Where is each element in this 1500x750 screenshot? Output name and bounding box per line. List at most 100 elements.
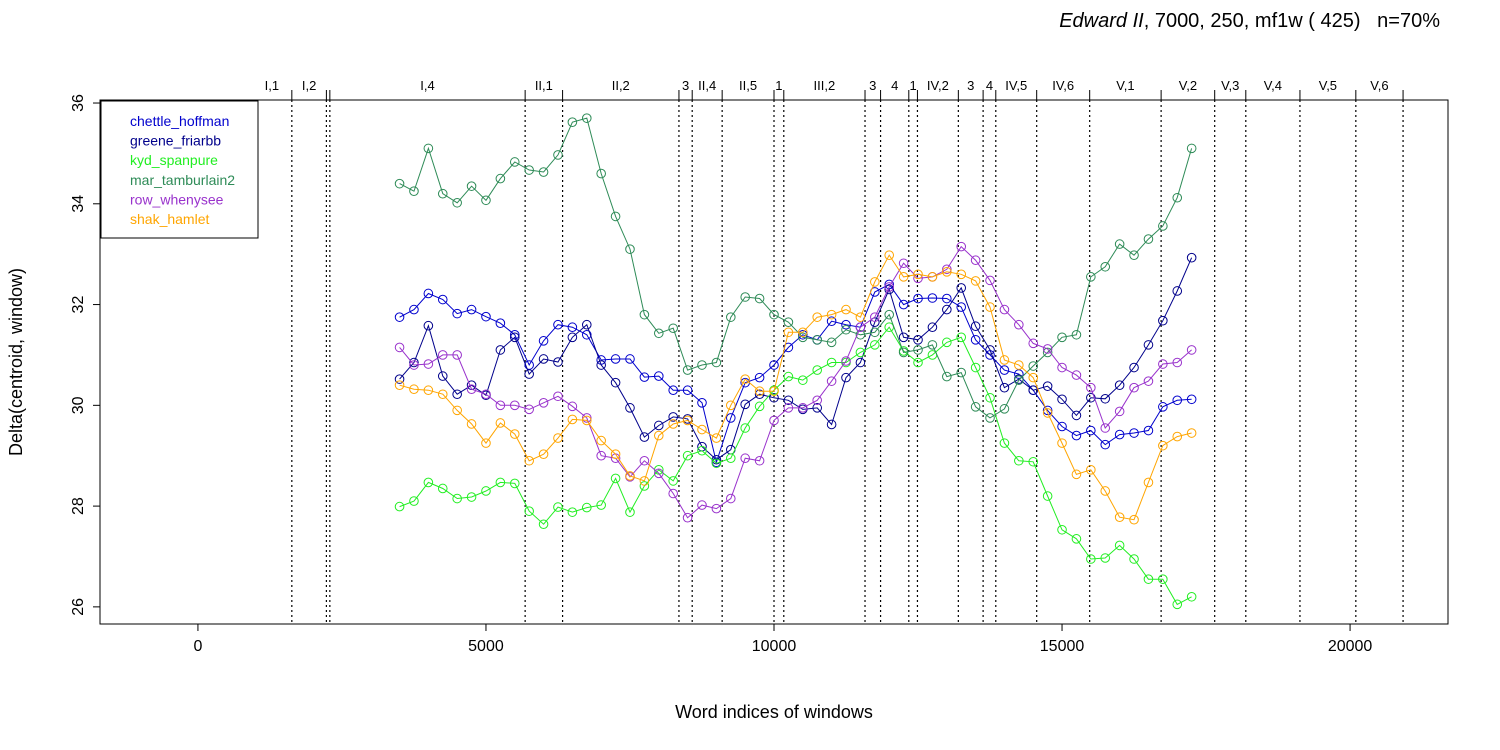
data-point (509, 332, 520, 343)
scene-label: IV,6 (1052, 78, 1074, 93)
data-point (596, 435, 606, 446)
data-point (553, 357, 563, 367)
data-point (1028, 361, 1039, 371)
data-point (1158, 402, 1168, 412)
data-point (1100, 423, 1111, 433)
data-point (754, 401, 765, 412)
scene-label: V,1 (1116, 78, 1134, 93)
data-point (913, 335, 923, 345)
data-point (437, 483, 448, 494)
data-point (1028, 372, 1039, 383)
legend-box (100, 100, 259, 239)
data-point (625, 471, 635, 481)
chart-title-italic: Edward II (1059, 10, 1144, 32)
scene-label: IV,5 (1005, 78, 1027, 93)
series-line (399, 254, 1192, 521)
data-point (783, 327, 794, 338)
axis-layer: 0 5000 10000 15000 20000 Word indices of wind… (6, 94, 1372, 722)
data-point (783, 342, 794, 353)
data-point (913, 345, 923, 355)
data-point (524, 165, 534, 175)
scene-label: 4 (891, 78, 898, 93)
data-point (740, 292, 750, 302)
data-point (769, 360, 779, 370)
data-point (466, 419, 477, 429)
scene-label: V,6 (1370, 78, 1388, 93)
data-point (1071, 534, 1082, 544)
data-point (1071, 469, 1082, 480)
y-tick-label: 30 (70, 396, 87, 414)
data-point (985, 392, 995, 403)
scene-label: II,4 (698, 78, 716, 93)
data-point (942, 264, 952, 275)
data-point (884, 250, 895, 260)
scene-label: II,1 (535, 78, 553, 93)
data-point (1057, 394, 1067, 405)
data-point (942, 267, 952, 277)
data-point (509, 329, 520, 340)
data-point (581, 329, 592, 340)
scene-layer: I,1 I,2 I,4 II,1 II,2 3 II,4 II,5 1 III,2 3 4 1 IV,2 3… (265, 78, 1404, 624)
data-point (1129, 250, 1139, 260)
data-point (509, 478, 520, 489)
data-point (495, 418, 506, 428)
data-point (682, 415, 693, 426)
data-point (567, 507, 578, 517)
data-point (725, 312, 736, 322)
data-point (870, 317, 880, 327)
data-point (1172, 431, 1183, 442)
data-point (1143, 574, 1154, 584)
data-point (913, 357, 923, 368)
data-point (1014, 319, 1024, 330)
data-point (1172, 395, 1183, 406)
data-point (970, 321, 981, 332)
data-point (798, 403, 808, 413)
data-point (437, 350, 448, 360)
data-point (855, 312, 866, 322)
scene-label: 3 (682, 78, 689, 93)
data-point (581, 319, 592, 330)
data-point (1186, 252, 1197, 263)
data-point (855, 347, 866, 358)
series-line (399, 257, 1193, 461)
y-tick-label: 34 (70, 195, 87, 213)
data-point (653, 430, 664, 441)
data-point (927, 272, 938, 282)
data-point (1143, 340, 1154, 350)
data-point (423, 288, 434, 299)
data-point (927, 322, 938, 333)
data-point (1158, 359, 1168, 369)
data-point (668, 385, 678, 396)
data-point (697, 360, 707, 370)
series-row_whenysee (394, 241, 1197, 523)
series-line (399, 245, 1192, 519)
data-point (1114, 512, 1125, 522)
data-point (567, 414, 578, 425)
data-point (783, 371, 794, 382)
data-point (913, 293, 923, 304)
data-point (495, 477, 506, 488)
data-point (1086, 554, 1096, 564)
data-point (1042, 405, 1053, 416)
data-point (437, 294, 448, 305)
data-point (884, 282, 895, 292)
data-point (985, 275, 995, 286)
legend-entry: row_whenysee (130, 191, 224, 207)
x-axis-label: Word indices of windows (675, 702, 873, 722)
data-point (567, 117, 578, 127)
data-point (668, 488, 678, 499)
data-point (725, 413, 736, 423)
data-point (1158, 574, 1168, 584)
data-point (1186, 428, 1197, 438)
data-point (1086, 382, 1096, 393)
data-point (870, 340, 880, 350)
data-point (553, 433, 563, 443)
data-point (841, 304, 851, 315)
data-point (1057, 421, 1067, 432)
data-point (495, 345, 506, 355)
data-point (999, 304, 1010, 315)
data-point (682, 365, 693, 375)
data-point (1071, 329, 1082, 340)
data-point (553, 502, 563, 512)
data-point (524, 506, 534, 516)
